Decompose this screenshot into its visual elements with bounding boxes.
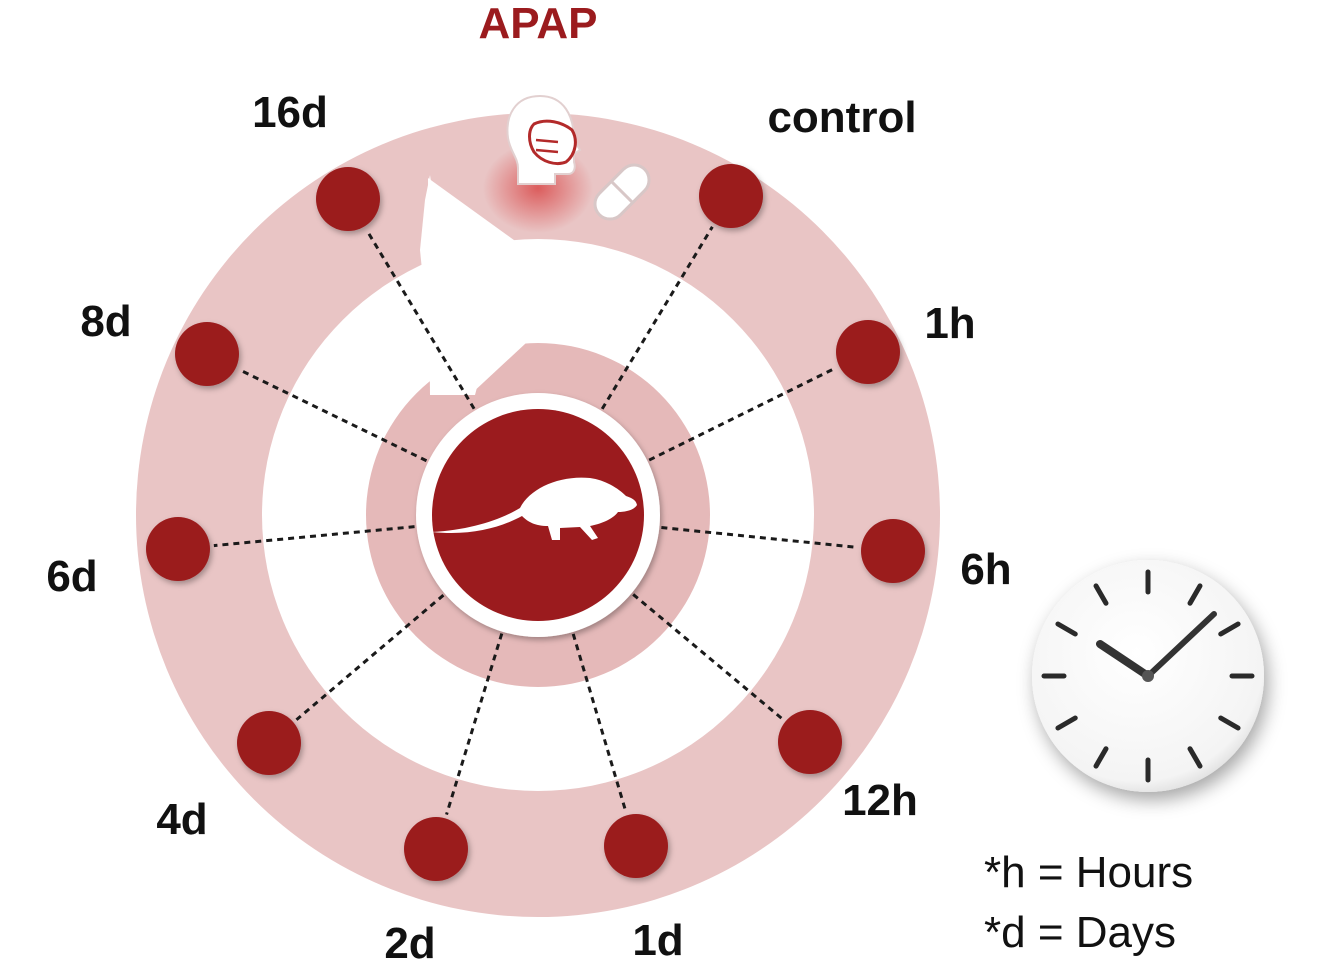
clock-tick <box>1218 621 1241 637</box>
timepoint-label-6h: 6h <box>960 545 1011 594</box>
timepoint-node-1h <box>836 320 900 384</box>
connector-8d <box>238 368 428 463</box>
timepoint-node-8d <box>175 322 239 386</box>
clock-tick <box>1055 715 1078 731</box>
timepoint-node-4d <box>237 711 301 775</box>
clock-tick <box>1187 583 1203 606</box>
timepoint-node-6h <box>861 519 925 583</box>
clock-tick <box>1093 583 1109 606</box>
timepoint-label-16d: 16d <box>252 88 328 137</box>
timepoint-label-8d: 8d <box>80 297 131 346</box>
timepoint-node-6d <box>146 517 210 581</box>
timepoint-label-1d: 1d <box>632 916 683 960</box>
clock-tick <box>1218 715 1241 731</box>
timepoint-node-control <box>699 164 763 228</box>
connector-2d <box>445 633 504 816</box>
mouse-icon <box>432 477 637 540</box>
cycle-arrow-icon <box>420 175 583 395</box>
title-apap: APAP <box>479 0 598 48</box>
legend-hours: *h = Hours <box>984 848 1193 897</box>
timepoint-label-6d: 6d <box>46 552 97 601</box>
clock-tick <box>1055 621 1078 637</box>
clock-tick <box>1093 746 1109 769</box>
clock-tick <box>1187 746 1203 769</box>
timepoint-label-1h: 1h <box>924 299 975 348</box>
connector-16d <box>365 229 476 410</box>
connector-1h <box>648 366 837 462</box>
timepoint-label-2d: 2d <box>384 919 435 960</box>
timepoint-label-control: control <box>767 93 916 142</box>
connector-1d <box>571 633 628 812</box>
connector-control <box>600 226 714 410</box>
connector-6d <box>213 525 415 548</box>
timepoint-node-1d <box>604 814 668 878</box>
timepoint-label-12h: 12h <box>842 776 918 825</box>
legend-days: *d = Days <box>984 908 1176 957</box>
timepoint-node-2d <box>404 817 468 881</box>
timepoint-nodes <box>146 164 925 881</box>
timepoint-node-16d <box>316 167 380 231</box>
timepoint-node-12h <box>778 710 842 774</box>
clock-icon <box>1032 560 1264 792</box>
timepoint-label-4d: 4d <box>156 795 207 844</box>
timepoint-labels: control 1h 6h 12h 1d 2d 4d 6d 8d 16d <box>46 88 1011 960</box>
dashed-connectors <box>213 226 858 816</box>
head-with-mask-icon <box>506 94 582 185</box>
pill-icon <box>593 163 651 221</box>
